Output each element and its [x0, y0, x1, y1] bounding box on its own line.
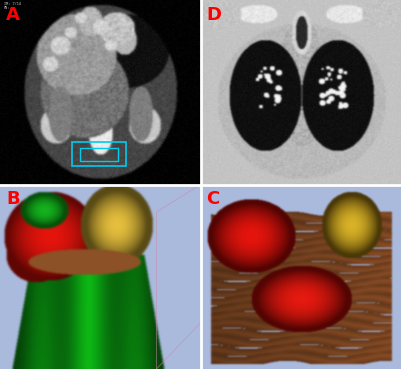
Text: B: B [6, 190, 20, 208]
Text: C: C [207, 190, 220, 208]
Text: A: A [6, 6, 20, 24]
Text: IM: 7/14
PN:...: IM: 7/14 PN:... [4, 2, 21, 10]
Bar [80, 148, 118, 161]
Bar [72, 142, 126, 166]
Text: D: D [207, 6, 221, 24]
